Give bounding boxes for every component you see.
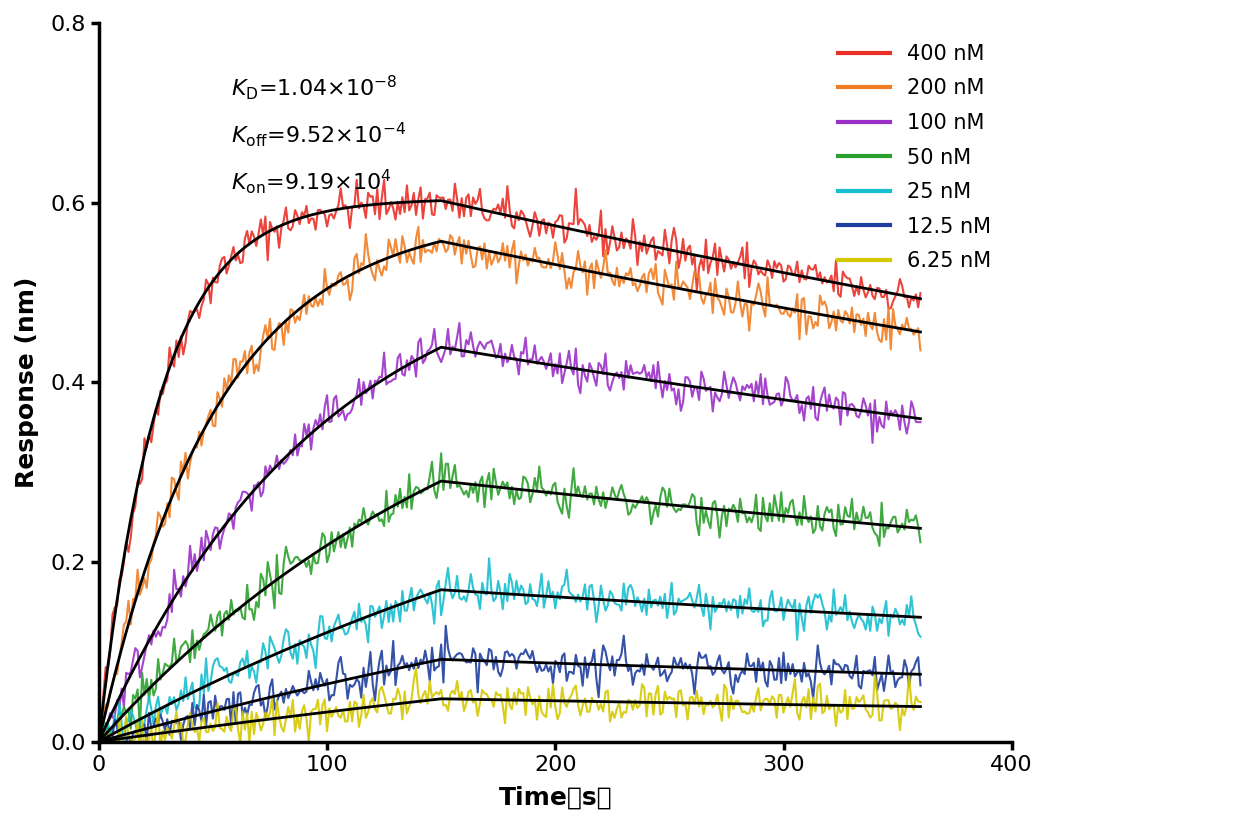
Y-axis label: Response (nm): Response (nm) xyxy=(15,276,39,488)
Legend: 400 nM, 200 nM, 100 nM, 50 nM, 25 nM, 12.5 nM, 6.25 nM: 400 nM, 200 nM, 100 nM, 50 nM, 25 nM, 12… xyxy=(827,34,1001,282)
Text: $K_\mathrm{D}$=1.04×10$^{-8}$
$K_\mathrm{off}$=9.52×10$^{-4}$
$K_\mathrm{on}$=9.: $K_\mathrm{D}$=1.04×10$^{-8}$ $K_\mathrm… xyxy=(231,73,406,196)
X-axis label: Time（s）: Time（s） xyxy=(498,786,612,810)
